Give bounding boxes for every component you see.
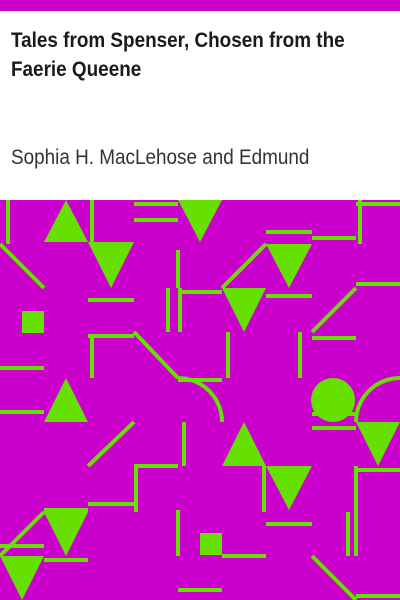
diagonal-line bbox=[86, 420, 136, 468]
triangle-shape bbox=[266, 466, 312, 510]
diagonal-line bbox=[132, 330, 180, 380]
diagonal-line bbox=[0, 510, 46, 558]
diagonal-line bbox=[0, 242, 46, 290]
triangle-shape bbox=[266, 244, 312, 288]
square-shape bbox=[200, 533, 222, 555]
triangle-shape bbox=[44, 512, 88, 556]
diagonal-line bbox=[220, 242, 268, 290]
cover-pattern bbox=[0, 200, 400, 600]
top-color-bar bbox=[0, 0, 400, 11]
triangle-shape bbox=[178, 200, 222, 242]
square-shape bbox=[22, 311, 44, 333]
diagonal-line bbox=[310, 286, 358, 334]
book-title: Tales from Spenser, Chosen from the Faer… bbox=[11, 29, 345, 81]
triangle-shape bbox=[222, 288, 266, 332]
book-author: Sophia H. MacLehose and Edmund bbox=[11, 146, 310, 169]
triangle-shape bbox=[88, 242, 134, 288]
circle-shape bbox=[311, 378, 355, 422]
arc-shape bbox=[354, 376, 400, 423]
triangle-shape bbox=[44, 378, 88, 422]
pattern-shapes bbox=[0, 200, 400, 600]
triangle-shape bbox=[356, 422, 400, 466]
triangle-shape bbox=[222, 422, 266, 466]
triangle-shape bbox=[0, 556, 44, 600]
triangle-shape bbox=[44, 200, 88, 242]
diagonal-line bbox=[310, 554, 358, 600]
